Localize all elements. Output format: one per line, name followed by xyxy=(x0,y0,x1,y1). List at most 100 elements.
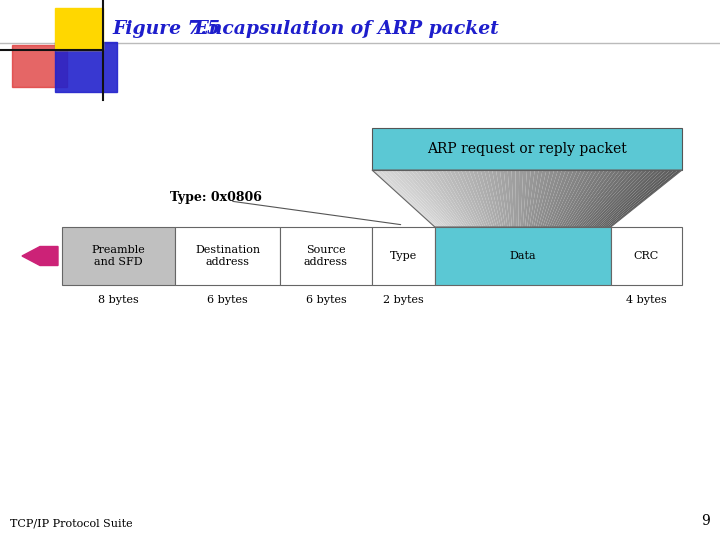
Polygon shape xyxy=(438,170,474,227)
Polygon shape xyxy=(496,170,508,227)
Bar xyxy=(372,227,435,285)
Polygon shape xyxy=(580,170,631,227)
Polygon shape xyxy=(531,170,546,227)
Text: ARP request or reply packet: ARP request or reply packet xyxy=(427,142,627,156)
Polygon shape xyxy=(536,170,554,227)
Bar xyxy=(372,128,682,170)
Polygon shape xyxy=(541,170,562,227)
Bar xyxy=(62,227,175,285)
Text: 6 bytes: 6 bytes xyxy=(207,295,248,305)
Polygon shape xyxy=(534,170,550,227)
Polygon shape xyxy=(521,170,527,227)
Polygon shape xyxy=(595,170,659,227)
Polygon shape xyxy=(604,170,674,227)
Text: TCP/IP Protocol Suite: TCP/IP Protocol Suite xyxy=(10,518,132,528)
Polygon shape xyxy=(430,170,470,227)
Polygon shape xyxy=(485,170,501,227)
Polygon shape xyxy=(545,170,570,227)
Bar xyxy=(280,227,372,285)
Polygon shape xyxy=(504,170,512,227)
Polygon shape xyxy=(587,170,643,227)
Polygon shape xyxy=(488,170,503,227)
Text: Source
address: Source address xyxy=(304,245,348,267)
Polygon shape xyxy=(543,170,566,227)
FancyArrow shape xyxy=(22,246,58,266)
Polygon shape xyxy=(539,170,558,227)
Text: Destination
address: Destination address xyxy=(195,245,260,267)
Text: Data: Data xyxy=(510,251,536,261)
Polygon shape xyxy=(529,170,542,227)
Polygon shape xyxy=(407,170,456,227)
Polygon shape xyxy=(573,170,620,227)
Polygon shape xyxy=(547,170,574,227)
Text: 9: 9 xyxy=(701,514,710,528)
Text: 8 bytes: 8 bytes xyxy=(98,295,139,305)
Polygon shape xyxy=(516,170,519,227)
Polygon shape xyxy=(552,170,581,227)
Polygon shape xyxy=(477,170,496,227)
Polygon shape xyxy=(523,170,531,227)
Polygon shape xyxy=(469,170,492,227)
Polygon shape xyxy=(500,170,510,227)
Polygon shape xyxy=(527,170,539,227)
Polygon shape xyxy=(582,170,636,227)
Polygon shape xyxy=(446,170,479,227)
Polygon shape xyxy=(562,170,600,227)
Polygon shape xyxy=(473,170,494,227)
Polygon shape xyxy=(518,170,523,227)
Polygon shape xyxy=(554,170,585,227)
Polygon shape xyxy=(558,170,593,227)
Polygon shape xyxy=(403,170,454,227)
Polygon shape xyxy=(560,170,597,227)
Polygon shape xyxy=(508,170,514,227)
Polygon shape xyxy=(457,170,485,227)
Text: Figure 7.5: Figure 7.5 xyxy=(112,20,220,38)
Polygon shape xyxy=(387,170,446,227)
Polygon shape xyxy=(379,170,441,227)
Text: 2 bytes: 2 bytes xyxy=(383,295,424,305)
Polygon shape xyxy=(575,170,624,227)
Text: CRC: CRC xyxy=(634,251,659,261)
Polygon shape xyxy=(410,170,459,227)
Polygon shape xyxy=(395,170,450,227)
Polygon shape xyxy=(376,170,439,227)
Polygon shape xyxy=(492,170,505,227)
Polygon shape xyxy=(600,170,667,227)
Polygon shape xyxy=(442,170,477,227)
Polygon shape xyxy=(426,170,468,227)
Text: Encapsulation of ARP packet: Encapsulation of ARP packet xyxy=(175,20,499,38)
Polygon shape xyxy=(571,170,616,227)
Polygon shape xyxy=(423,170,466,227)
Bar xyxy=(12,45,67,87)
Polygon shape xyxy=(564,170,605,227)
Polygon shape xyxy=(567,170,608,227)
Bar xyxy=(611,227,682,285)
Polygon shape xyxy=(556,170,589,227)
Polygon shape xyxy=(384,170,444,227)
Bar xyxy=(55,8,103,50)
Polygon shape xyxy=(461,170,487,227)
Polygon shape xyxy=(549,170,577,227)
Polygon shape xyxy=(415,170,462,227)
Polygon shape xyxy=(608,170,682,227)
Polygon shape xyxy=(465,170,490,227)
Polygon shape xyxy=(589,170,647,227)
Polygon shape xyxy=(577,170,628,227)
Text: Type: Type xyxy=(390,251,417,261)
Polygon shape xyxy=(399,170,452,227)
Polygon shape xyxy=(598,170,662,227)
Polygon shape xyxy=(525,170,535,227)
Bar xyxy=(435,227,611,285)
Text: 6 bytes: 6 bytes xyxy=(305,295,346,305)
Text: Preamble
and SFD: Preamble and SFD xyxy=(91,245,145,267)
Polygon shape xyxy=(593,170,655,227)
Polygon shape xyxy=(511,170,516,227)
Polygon shape xyxy=(449,170,481,227)
Text: 4 bytes: 4 bytes xyxy=(626,295,667,305)
Polygon shape xyxy=(480,170,499,227)
Polygon shape xyxy=(569,170,612,227)
Polygon shape xyxy=(585,170,639,227)
Bar xyxy=(175,227,280,285)
Polygon shape xyxy=(434,170,472,227)
Polygon shape xyxy=(372,170,437,227)
